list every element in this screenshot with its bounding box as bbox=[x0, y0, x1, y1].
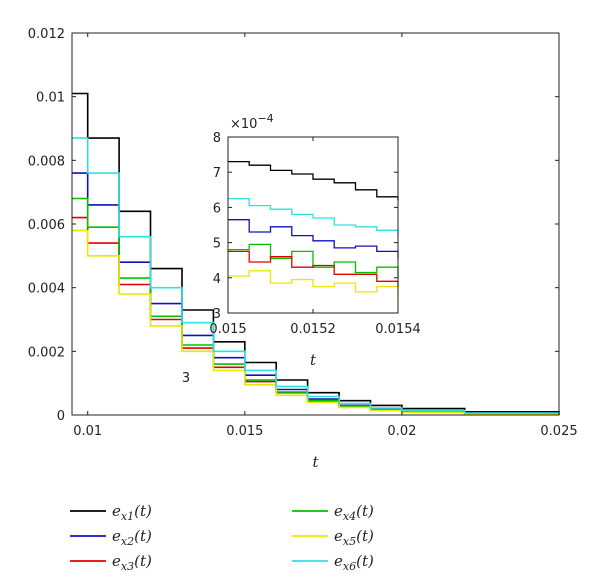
inset-series-ex3t bbox=[228, 250, 399, 287]
main-plot: 0.01 0.015 0.02 0.02500.0020.0040.0060.0080… bbox=[28, 27, 578, 471]
legend-label-x4: ex4(t) bbox=[334, 502, 374, 523]
inset-series-ex6t bbox=[228, 197, 399, 238]
inset-xtick-label: 0.0154 bbox=[375, 322, 421, 337]
inset-xtick-label: 0.015 bbox=[209, 322, 246, 337]
main-ytick-label: 0 bbox=[57, 409, 65, 424]
legend-label-x1: ex1(t) bbox=[112, 502, 152, 523]
main-xtick-label: 0.025 bbox=[540, 424, 577, 439]
main-ytick-label: 0.012 bbox=[28, 27, 65, 42]
main-series-ex6t bbox=[72, 137, 560, 415]
inset-plot: 0.015 0.0152 0.0154 3 4 5 6 7 8 t ×10−4 bbox=[209, 112, 420, 369]
inset-series-ex2t bbox=[228, 219, 399, 259]
inset-series-ex1t bbox=[228, 160, 399, 201]
main-ytick-label: 0.01 bbox=[36, 91, 65, 106]
main-ytick-label: 0.002 bbox=[28, 345, 65, 360]
legend-label-x2: ex2(t) bbox=[112, 527, 152, 548]
annotation-label: 3 bbox=[182, 371, 190, 386]
legend-label-x6: ex6(t) bbox=[334, 552, 374, 573]
main-xtick-label: 0.02 bbox=[387, 424, 416, 439]
main-xlabel: t bbox=[312, 453, 319, 471]
main-ytick-label: 0.006 bbox=[28, 218, 65, 233]
legend-label-x5: ex5(t) bbox=[334, 527, 374, 548]
main-ytick-label: 0.004 bbox=[28, 282, 65, 297]
legend: ex1(t) ex2(t) ex3(t) ex4(t) ex5(t) ex6(t) bbox=[70, 502, 374, 573]
main-ytick-label: 0.008 bbox=[28, 154, 65, 169]
inset-ytick-label: 8 bbox=[213, 131, 221, 146]
inset-ytick-label: 3 bbox=[213, 307, 221, 322]
legend-label-x3: ex3(t) bbox=[112, 552, 152, 573]
inset-xtick-label: 0.0152 bbox=[290, 322, 336, 337]
inset-scale-label: ×10−4 bbox=[230, 112, 274, 132]
inset-ytick-label: 6 bbox=[213, 201, 221, 216]
inset-series-ex5t bbox=[228, 270, 399, 298]
main-xtick-label: 0.01 bbox=[73, 424, 102, 439]
inset-ytick-label: 4 bbox=[213, 272, 221, 287]
inset-ytick-label: 7 bbox=[213, 166, 221, 181]
inset-xlabel: t bbox=[310, 351, 317, 369]
inset-ytick-label: 5 bbox=[213, 237, 221, 252]
main-xtick-label: 0.015 bbox=[226, 424, 263, 439]
